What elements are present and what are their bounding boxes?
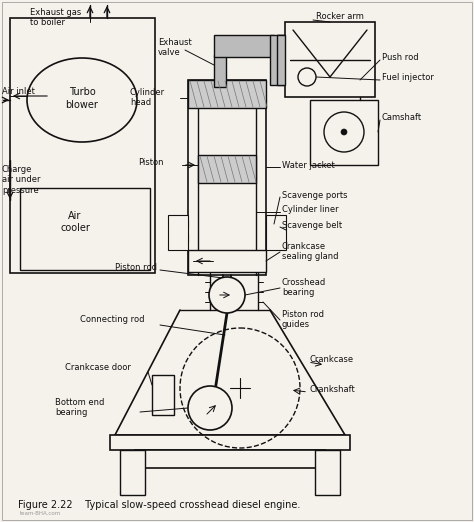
Text: Rocker arm: Rocker arm xyxy=(316,12,364,21)
Text: Air inlet: Air inlet xyxy=(2,88,35,97)
Bar xyxy=(10,18,155,273)
Text: Turbo: Turbo xyxy=(69,87,95,97)
Text: Exhaust
valve: Exhaust valve xyxy=(158,38,192,57)
Bar xyxy=(285,22,375,97)
Text: blower: blower xyxy=(65,100,99,110)
Bar xyxy=(135,450,325,468)
Text: Crankcase: Crankcase xyxy=(310,355,354,364)
Text: Figure 2.22    Typical slow-speed crosshead diesel engine.: Figure 2.22 Typical slow-speed crosshead… xyxy=(18,500,301,510)
Text: Crankshaft: Crankshaft xyxy=(310,386,356,395)
Bar xyxy=(188,80,266,275)
Text: Piston: Piston xyxy=(138,158,164,167)
Circle shape xyxy=(341,129,347,135)
Bar xyxy=(152,375,174,415)
Text: Water jacket: Water jacket xyxy=(282,160,335,170)
Text: Piston rod: Piston rod xyxy=(115,264,157,272)
Bar xyxy=(266,220,274,228)
Text: team-BHA.com: team-BHA.com xyxy=(20,511,61,516)
Bar xyxy=(120,450,145,495)
Bar xyxy=(270,35,284,85)
Text: Exhaust gas
to boiler: Exhaust gas to boiler xyxy=(30,8,81,27)
Ellipse shape xyxy=(27,58,137,142)
Text: Push rod: Push rod xyxy=(382,53,419,63)
Bar xyxy=(266,234,274,242)
Bar xyxy=(188,250,266,272)
Text: Fuel injector: Fuel injector xyxy=(382,74,434,82)
Bar xyxy=(168,215,188,250)
Circle shape xyxy=(324,112,364,152)
Bar xyxy=(198,155,256,183)
Text: Camshaft: Camshaft xyxy=(382,113,422,123)
Text: Air
cooler: Air cooler xyxy=(60,211,90,233)
Bar xyxy=(20,188,150,270)
Text: Connecting rod: Connecting rod xyxy=(80,315,145,325)
Bar xyxy=(277,35,285,85)
Text: Cylinder liner: Cylinder liner xyxy=(282,206,338,215)
Circle shape xyxy=(209,277,245,313)
Text: Crosshead
bearing: Crosshead bearing xyxy=(282,278,326,298)
Circle shape xyxy=(188,386,232,430)
Text: Scavenge ports: Scavenge ports xyxy=(282,191,347,199)
Text: Crankcase
sealing gland: Crankcase sealing gland xyxy=(282,242,338,262)
Bar xyxy=(315,450,340,495)
Bar xyxy=(214,55,226,87)
Text: Scavenge belt: Scavenge belt xyxy=(282,220,342,230)
Bar xyxy=(188,80,266,108)
Text: Piston rod
guides: Piston rod guides xyxy=(282,310,324,329)
Text: Cylinder
head: Cylinder head xyxy=(130,88,165,108)
Bar xyxy=(310,100,378,165)
Bar xyxy=(266,215,286,250)
Bar xyxy=(180,220,188,228)
Text: Charge
air under
pressure: Charge air under pressure xyxy=(2,165,40,195)
Bar xyxy=(180,234,188,242)
Circle shape xyxy=(298,68,316,86)
Text: Bottom end
bearing: Bottom end bearing xyxy=(55,398,104,418)
Bar xyxy=(110,435,350,450)
Bar xyxy=(214,35,274,57)
Text: Crankcase door: Crankcase door xyxy=(65,363,131,373)
